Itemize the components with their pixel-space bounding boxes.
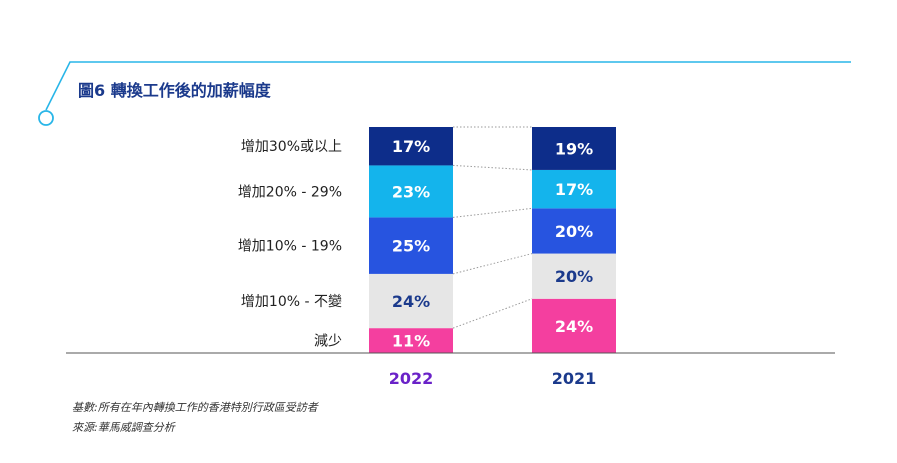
data-label-2022-2: 25%	[392, 237, 430, 256]
bar-segment-2022-2	[369, 217, 453, 274]
x-axis: 2022 2021	[66, 352, 835, 388]
data-label-2021-1: 20%	[555, 267, 593, 286]
data-label-2022-4: 17%	[392, 137, 430, 156]
header-accent-dot	[38, 110, 54, 126]
x-tick-label-2021: 2021	[552, 369, 597, 388]
x-tick-label-2022: 2022	[389, 369, 434, 388]
connector-line-3	[452, 164, 533, 171]
legend-label-2: 增加10% - 19%	[238, 239, 342, 255]
footnote-base: 基數:所有在年內轉換工作的香港特別行政區受訪者	[72, 401, 318, 414]
bar-segment-2021-1	[532, 253, 616, 299]
header-accent-line	[45, 61, 851, 111]
legend-label-0: 減少	[314, 333, 342, 350]
legend-label-3: 增加20% - 29%	[238, 184, 342, 200]
bars: 11% 24% 25% 23% 17% 24% 20% 20% 17% 19%	[369, 127, 616, 353]
bar-segment-2022-4	[369, 127, 453, 166]
bar-segment-2021-0	[532, 298, 616, 353]
data-label-2021-4: 19%	[555, 139, 593, 158]
bar-segment-2021-4	[532, 127, 616, 170]
legend-label-1: 增加10% - 不變	[241, 294, 342, 310]
data-label-2022-0: 11%	[392, 332, 430, 351]
connector-line-1	[452, 253, 533, 275]
chart-title: 圖6 轉換工作後的加薪幅度	[78, 81, 271, 100]
connector-line-2	[452, 207, 533, 218]
connector-line-0	[452, 298, 533, 329]
data-label-2022-1: 24%	[392, 292, 430, 311]
bar-segment-2021-3	[532, 169, 616, 209]
data-label-2021-3: 17%	[555, 180, 593, 199]
bar-segment-2022-3	[369, 165, 453, 218]
connector-lines	[452, 126, 533, 329]
bar-segment-2022-1	[369, 273, 453, 329]
data-label-2021-2: 20%	[555, 222, 593, 241]
footnote-source: 來源:華馬威調查分析	[72, 421, 175, 434]
bar-segment-2021-2	[532, 208, 616, 254]
bar-segment-2022-0	[369, 328, 453, 353]
data-label-2022-3: 23%	[392, 182, 430, 201]
data-label-2021-0: 24%	[555, 317, 593, 336]
legend-label-4: 增加30%或以上	[241, 139, 342, 155]
